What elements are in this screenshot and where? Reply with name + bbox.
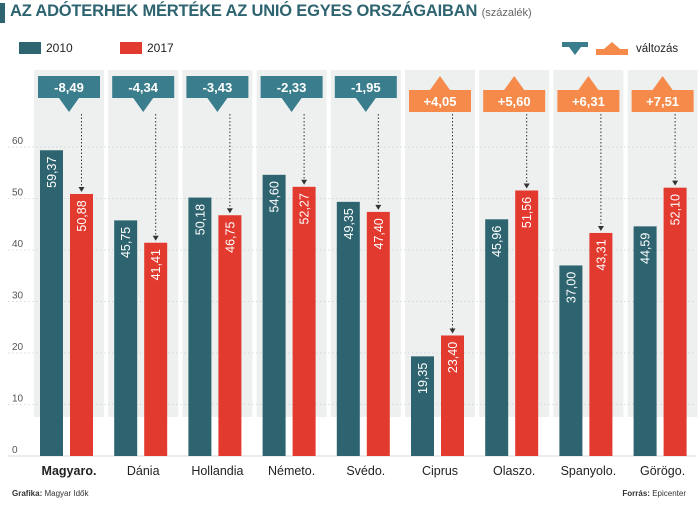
bar-2010-value-label: 19,35 bbox=[416, 363, 430, 394]
y-tick-label: 50 bbox=[12, 188, 24, 199]
pointer-head bbox=[78, 186, 85, 192]
category-label: Olaszo. bbox=[493, 464, 535, 478]
credit-label: Grafika: bbox=[12, 489, 43, 498]
category-label: Hollandia bbox=[191, 464, 243, 478]
bar-2010 bbox=[411, 356, 434, 456]
increase-arrow bbox=[631, 76, 694, 112]
y-tick-label: 40 bbox=[12, 239, 24, 250]
category-label: Dánia bbox=[127, 464, 160, 478]
pointer-head bbox=[226, 208, 233, 214]
decrease-arrow bbox=[38, 76, 100, 112]
bar-2010 bbox=[188, 197, 212, 456]
category-label: Görögo. bbox=[640, 464, 685, 478]
y-tick-label: 60 bbox=[12, 136, 24, 147]
change-label: -1,95 bbox=[351, 80, 381, 95]
increase-arrow bbox=[409, 76, 471, 112]
bar-2017-value-label: 50,88 bbox=[75, 200, 89, 231]
bar-2017 bbox=[663, 187, 687, 456]
legend-decrease-arrow bbox=[562, 42, 588, 55]
bar-2010-value-label: 59,37 bbox=[45, 157, 59, 188]
category-label: Spanyolo. bbox=[561, 464, 617, 478]
chart-title: AZ ADÓTERHEK MÉRTÉKE AZ UNIÓ EGYES ORSZÁ… bbox=[10, 2, 532, 21]
change-label: +5,60 bbox=[498, 94, 531, 109]
bar-2017 bbox=[366, 211, 390, 456]
legend-label-change: változás bbox=[636, 43, 678, 55]
bar-2017-value-label: 23,40 bbox=[446, 342, 460, 373]
chart-title-text: AZ ADÓTERHEK MÉRTÉKE AZ UNIÓ EGYES ORSZÁ… bbox=[10, 2, 478, 20]
bar-2010-value-label: 54,60 bbox=[268, 181, 282, 212]
bar-2010 bbox=[114, 220, 138, 456]
change-label: -3,43 bbox=[203, 80, 233, 95]
legend-label-2017: 2017 bbox=[147, 41, 174, 55]
category-label: Magyaro. bbox=[42, 464, 97, 478]
change-label: -4,34 bbox=[128, 80, 158, 95]
legend-label-2010: 2010 bbox=[46, 41, 73, 55]
change-label: +7,51 bbox=[646, 94, 679, 109]
bar-2017 bbox=[292, 186, 316, 456]
bar-2017-value-label: 41,41 bbox=[149, 249, 163, 280]
bar-2010-value-label: 50,18 bbox=[193, 204, 207, 235]
bar-2017 bbox=[515, 190, 539, 456]
source-value: Epicenter bbox=[652, 489, 686, 498]
decrease-arrow bbox=[112, 76, 175, 112]
bar-2010 bbox=[262, 174, 286, 456]
chart-subtitle: (százalék) bbox=[481, 7, 532, 19]
bar-2010-value-label: 49,35 bbox=[342, 208, 356, 239]
bar-2010 bbox=[336, 201, 360, 456]
decrease-arrow bbox=[260, 76, 323, 112]
change-label: +4,05 bbox=[424, 94, 457, 109]
pointer-head bbox=[375, 204, 382, 210]
bar-2010-value-label: 44,59 bbox=[639, 233, 653, 264]
y-tick-label: 10 bbox=[12, 394, 24, 405]
legend-swatch-2010 bbox=[19, 42, 41, 54]
bar-2017 bbox=[218, 215, 242, 456]
pointer-head bbox=[523, 183, 530, 189]
category-label: Németo. bbox=[268, 464, 315, 478]
bar-2017-value-label: 52,10 bbox=[669, 194, 683, 225]
bar-2017-value-label: 52,27 bbox=[298, 193, 312, 224]
bar-2010-value-label: 45,75 bbox=[119, 227, 133, 258]
bar-2010 bbox=[633, 226, 657, 456]
title-bar: AZ ADÓTERHEK MÉRTÉKE AZ UNIÓ EGYES ORSZÁ… bbox=[0, 0, 700, 26]
pointer-head bbox=[152, 235, 159, 241]
decrease-arrow bbox=[186, 76, 249, 112]
bar-2017 bbox=[70, 193, 93, 456]
footer-credit: Grafika: Magyar Idők bbox=[12, 489, 89, 498]
source-label: Forrás: bbox=[622, 489, 650, 498]
y-tick-label: 20 bbox=[12, 342, 24, 353]
pointer-head bbox=[301, 179, 308, 185]
increase-arrow bbox=[557, 76, 620, 112]
bar-2017-value-label: 43,31 bbox=[594, 239, 608, 270]
credit-value: Magyar Idők bbox=[44, 489, 89, 498]
category-label: Ciprus bbox=[422, 464, 458, 478]
bar-2017-value-label: 46,75 bbox=[223, 222, 237, 253]
category-label: Svédo. bbox=[346, 464, 385, 478]
bar-2010 bbox=[559, 265, 583, 456]
pointer-head bbox=[597, 225, 604, 231]
bar-2010-value-label: 45,96 bbox=[490, 226, 504, 257]
pointer-head bbox=[672, 180, 679, 186]
bar-2017-value-label: 47,40 bbox=[372, 218, 386, 249]
y-tick-label: 0 bbox=[12, 445, 18, 456]
legend-swatch-2017 bbox=[120, 42, 142, 54]
pointer-head bbox=[449, 328, 456, 334]
footer-source: Forrás: Epicenter bbox=[622, 489, 686, 498]
bar-2010 bbox=[485, 219, 509, 456]
y-tick-label: 30 bbox=[12, 291, 24, 302]
bar-2010-value-label: 37,00 bbox=[564, 272, 578, 303]
change-label: -8,49 bbox=[54, 80, 84, 95]
bar-2017 bbox=[589, 232, 613, 456]
increase-arrow bbox=[483, 76, 546, 112]
bar-2017 bbox=[144, 242, 168, 456]
bar-2010 bbox=[40, 150, 63, 456]
bar-2017-value-label: 51,56 bbox=[520, 197, 534, 228]
change-label: -2,33 bbox=[277, 80, 307, 95]
bar-chart: 0 10 20 30 40 50 60 2010 2017 változás 59,37 50,88 -… bbox=[8, 41, 698, 478]
bar-2017 bbox=[441, 335, 464, 456]
title-accent bbox=[0, 3, 5, 23]
decrease-arrow bbox=[334, 76, 397, 112]
legend-increase-arrow bbox=[596, 42, 628, 55]
change-label: +6,31 bbox=[572, 94, 605, 109]
